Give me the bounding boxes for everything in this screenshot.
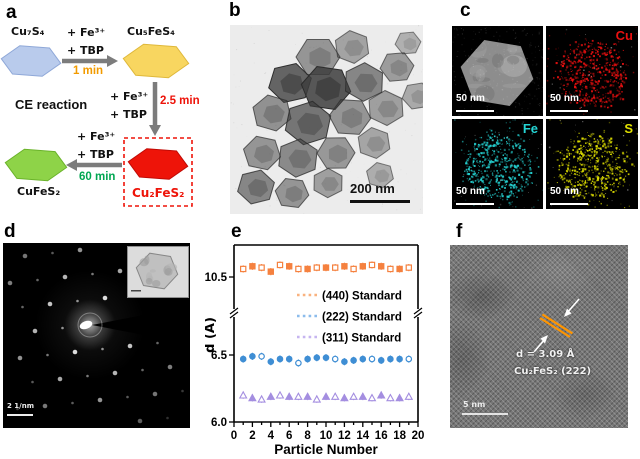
eds-cu-scalebar-label: 50 nm xyxy=(550,93,579,104)
eds-cu-scalebar-line xyxy=(550,110,588,112)
svg-text:6: 6 xyxy=(286,430,292,442)
eds-cu-label: Cu xyxy=(615,28,633,43)
time-step3: 60 min xyxy=(79,171,116,183)
species-cufes2: CuFeS₂ xyxy=(17,185,61,198)
reaction-scheme-graphic xyxy=(0,43,193,207)
species-cu7s4: Cu₇S₄ xyxy=(11,25,45,38)
svg-text:4: 4 xyxy=(268,430,275,442)
svg-text:10.5: 10.5 xyxy=(205,272,228,284)
eds-s-label: S xyxy=(624,121,633,136)
d-spacing-scatter-chart: 0 2 4 6 8 10 12 14 16 18 20 6.0 6.5 10.5 Particle Numb… xyxy=(205,244,425,457)
eds-fe-scalebar-line xyxy=(456,203,494,205)
hrtem-annotations-graphic xyxy=(462,298,580,415)
haadf-image: 50 nm xyxy=(452,26,543,116)
tem-scalebar-label: 200 nm xyxy=(350,181,395,196)
saed-inset-tem xyxy=(127,246,189,298)
reagent-tbp-2: + TBP xyxy=(110,108,147,121)
eds-map-s: S 50 nm xyxy=(546,119,638,209)
panel-label-d: d xyxy=(4,221,16,242)
reagent-fe-1: + Fe³⁺ xyxy=(67,26,106,39)
reagent-tbp-3: + TBP xyxy=(77,148,114,161)
haadf-scalebar-label: 50 nm xyxy=(456,93,485,104)
saed-scalebar-label: 2 1/nm xyxy=(7,402,35,410)
tem-nanoparticles-graphic xyxy=(230,25,433,215)
hrtem-scalebar-label: 5 nm xyxy=(463,400,486,409)
ce-reaction-text: CE reaction xyxy=(15,97,88,112)
panel-label-c: c xyxy=(460,0,471,21)
svg-text:d (Å): d (Å) xyxy=(205,317,218,353)
svg-text:14: 14 xyxy=(356,430,369,442)
svg-text:10: 10 xyxy=(320,430,333,442)
species-cu2fes2: Cu₂FeS₂ xyxy=(132,186,185,200)
inset-hexagon-graphic xyxy=(128,247,186,295)
svg-text:18: 18 xyxy=(393,430,406,442)
svg-text:6.0: 6.0 xyxy=(211,417,227,429)
saed-pattern: 2 1/nm xyxy=(3,243,190,428)
svg-text:20: 20 xyxy=(412,430,425,442)
panel-label-b: b xyxy=(229,0,241,21)
eds-cu-dots-graphic xyxy=(546,27,638,115)
svg-text:16: 16 xyxy=(375,430,388,442)
hrtem-phase-label: Cu₂FeS₂ (222) xyxy=(514,366,592,377)
eds-fe-scalebar-label: 50 nm xyxy=(456,186,485,197)
svg-text:12: 12 xyxy=(338,430,351,442)
reagent-tbp-1: + TBP xyxy=(67,44,104,57)
time-step1: 1 min xyxy=(73,65,104,77)
hrtem-image: d = 3.09 Å Cu₂FeS₂ (222) 5 nm xyxy=(450,245,628,428)
svg-text:2: 2 xyxy=(249,430,255,442)
reagent-fe-3: + Fe³⁺ xyxy=(77,130,116,143)
svg-text:0: 0 xyxy=(231,430,237,442)
haadf-particle-graphic xyxy=(452,26,543,116)
reagent-fe-2: + Fe³⁺ xyxy=(110,90,149,103)
species-cu5fes4: Cu₅FeS₄ xyxy=(127,25,175,38)
svg-text:6.5: 6.5 xyxy=(211,350,228,362)
haadf-scalebar-line xyxy=(456,110,494,112)
eds-fe-label: Fe xyxy=(522,121,538,136)
eds-s-scalebar-label: 50 nm xyxy=(550,186,579,197)
tem-image: 200 nm xyxy=(230,25,433,215)
svg-text:(440) Standard: (440) Standard xyxy=(322,291,402,303)
eds-map-fe: Fe 50 nm xyxy=(452,119,543,209)
svg-text:Particle Number: Particle Number xyxy=(274,442,378,457)
svg-text:(222) Standard: (222) Standard xyxy=(322,312,402,324)
svg-text:8: 8 xyxy=(304,430,311,442)
time-step2: 2.5 min xyxy=(160,95,200,107)
svg-text:(311) Standard: (311) Standard xyxy=(322,333,401,345)
hrtem-dspacing-label: d = 3.09 Å xyxy=(516,349,575,360)
panel-label-a: a xyxy=(6,2,17,23)
panel-label-f: f xyxy=(456,221,463,242)
panel-label-e: e xyxy=(231,221,242,242)
eds-s-scalebar-line xyxy=(550,203,588,205)
eds-fe-dots-graphic xyxy=(454,119,543,209)
tem-scalebar-line xyxy=(350,200,410,203)
saed-scalebar-line xyxy=(7,414,33,416)
eds-map-cu: Cu 50 nm xyxy=(546,26,638,116)
eds-s-dots-graphic xyxy=(547,119,638,209)
